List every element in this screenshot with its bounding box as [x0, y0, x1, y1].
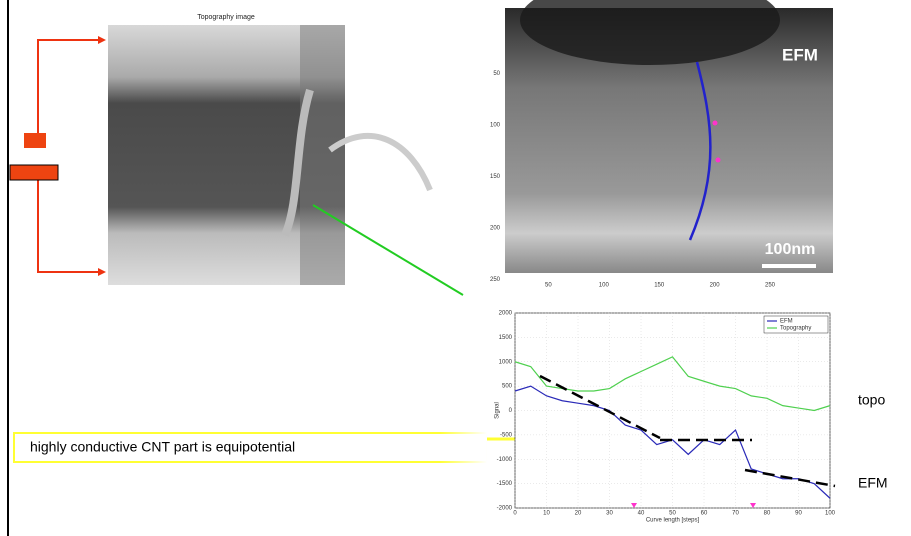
y-tick-label: 1500	[499, 335, 513, 341]
scale-bar	[762, 264, 816, 268]
series-line	[514, 385, 831, 499]
x-axis-label: Curve length [steps]	[646, 518, 700, 524]
x-tick-label: 100	[825, 511, 836, 517]
x-tick-label: 40	[638, 511, 645, 517]
x-tick-label: 70	[732, 511, 739, 517]
efm-marker	[712, 120, 718, 126]
trend-lines	[539, 374, 836, 488]
efm-electrode	[520, 0, 780, 65]
y-tick-label: -500	[500, 432, 513, 438]
cnt-branch	[328, 132, 433, 192]
efm-y-tick-label: 100	[490, 123, 501, 129]
topo-label: topo	[858, 392, 885, 408]
efm-curve	[688, 61, 712, 241]
efm-ticks: 50 100 150 200 250 50 100 150 200 250	[490, 71, 776, 289]
y-tick-label: 500	[502, 384, 513, 390]
x-tick-label: 80	[764, 511, 771, 517]
efm-y-tick-label: 50	[493, 71, 500, 77]
afm-scale: 100nm	[360, 241, 411, 258]
battery-plate	[9, 164, 59, 181]
marker	[750, 503, 756, 508]
efm-y-tick-label: 150	[490, 174, 501, 180]
legend-box	[763, 315, 829, 334]
legend-label: Topography	[780, 326, 811, 332]
cnt	[281, 88, 314, 237]
efm-x-tick-label: 200	[710, 283, 721, 289]
battery-plate	[24, 133, 46, 148]
y-tick-label: -2000	[497, 506, 513, 512]
efm-x-tick-label: 150	[654, 283, 665, 289]
circuit	[37, 39, 100, 273]
x-tick-label: 50	[669, 511, 676, 517]
afm-edge	[300, 25, 345, 285]
arrow-head	[98, 36, 106, 44]
profile-line	[312, 204, 464, 296]
y-tick-label: -1000	[497, 457, 513, 463]
x-tick-label: 30	[606, 511, 613, 517]
x-tick-label: 20	[575, 511, 582, 517]
efm-label: EFM	[782, 45, 818, 64]
legend-label: EFM	[780, 319, 793, 325]
chart: -2000 -1500 -1000 -500 0 500 1000 1500 2000 0 10 20…	[495, 311, 836, 524]
y-axis-label: Signal	[495, 402, 501, 419]
afm-label: AFM	[382, 45, 419, 64]
callout-box	[13, 432, 488, 463]
efm-x-tick-label: 50	[545, 283, 552, 289]
scale-bar	[362, 264, 416, 268]
efm-y-tick-label: 250	[490, 277, 501, 283]
efm-x-tick-label: 250	[765, 283, 776, 289]
x-tick-label: 0	[513, 511, 517, 517]
efm-scale: 100nm	[765, 241, 816, 258]
efm-curve-label: EFM	[858, 475, 888, 491]
efm-y-tick-label: 200	[490, 226, 501, 232]
series-line	[514, 356, 831, 412]
efm-x-tick-label: 100	[599, 283, 610, 289]
marker	[631, 503, 637, 508]
callout-text: highly conductive CNT part is equipotent…	[30, 439, 295, 455]
arrow-head	[98, 268, 106, 276]
y-tick-label: -1500	[497, 481, 513, 487]
afm-title: Topography image	[197, 14, 255, 21]
y-tick-label: 1000	[499, 359, 513, 365]
efm-marker	[715, 157, 721, 163]
x-tick-label: 10	[543, 511, 550, 517]
x-tick-label: 90	[795, 511, 802, 517]
x-tick-label: 60	[701, 511, 708, 517]
y-tick-label: 0	[509, 408, 513, 414]
y-tick-label: 2000	[499, 311, 513, 317]
